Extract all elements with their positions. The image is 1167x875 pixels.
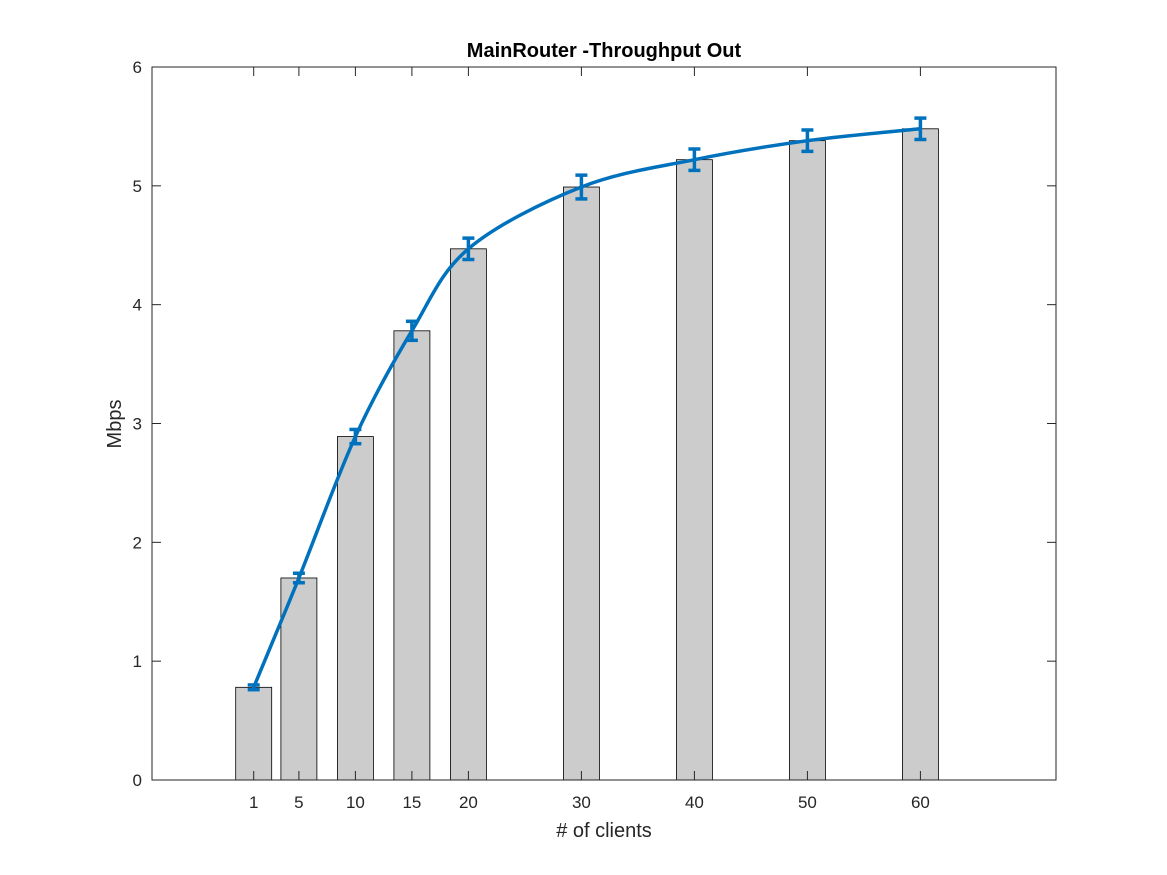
y-tick-label: 0 — [133, 771, 142, 790]
y-tick-label: 5 — [133, 177, 142, 196]
y-axis-label: Mbps — [104, 400, 126, 449]
x-tick-label: 60 — [911, 793, 930, 812]
x-tick-label: 10 — [346, 793, 365, 812]
bar — [563, 186, 600, 781]
y-tick-label: 2 — [133, 533, 142, 552]
bar — [235, 686, 273, 781]
x-tick-label: 15 — [402, 793, 421, 812]
series-group — [247, 116, 927, 692]
chart-title: MainRouter -Throughput Out — [467, 40, 742, 62]
bar — [676, 159, 713, 781]
bar — [336, 436, 374, 781]
bar — [789, 140, 826, 781]
x-tick-label: 1 — [249, 793, 258, 812]
bar — [902, 128, 939, 781]
x-tick-label: 20 — [459, 793, 478, 812]
x-tick-label: 40 — [685, 793, 704, 812]
x-axis-label: # of clients — [556, 820, 652, 842]
y-tick-label: 1 — [133, 652, 142, 671]
bar — [393, 330, 431, 781]
x-tick-label: 50 — [798, 793, 817, 812]
bar — [449, 248, 487, 781]
y-tick-label: 4 — [133, 296, 142, 315]
y-tick-label: 3 — [133, 415, 142, 434]
bars-group — [235, 128, 939, 781]
x-tick-label: 5 — [294, 793, 303, 812]
y-tick-label: 6 — [133, 58, 142, 77]
x-tick-label: 30 — [572, 793, 591, 812]
